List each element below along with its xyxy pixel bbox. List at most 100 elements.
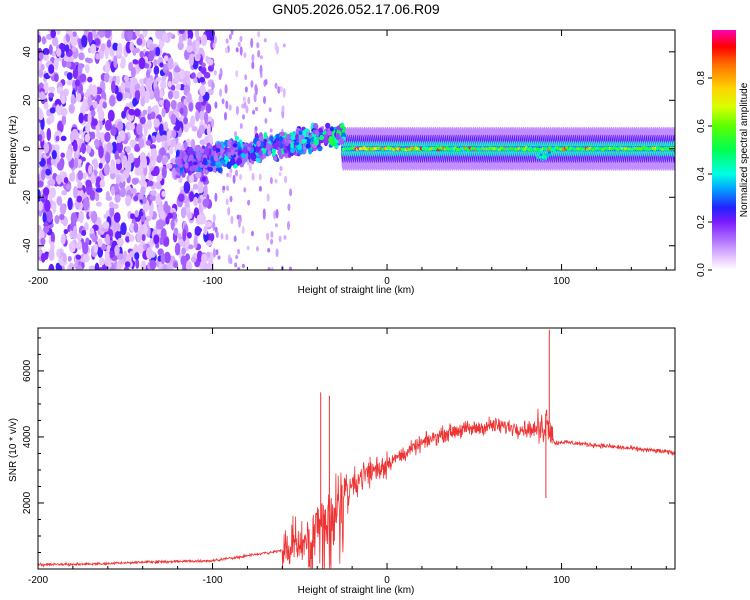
spectrogram-cell <box>175 149 180 158</box>
spectrogram-cell <box>158 88 164 99</box>
spectrogram-cell <box>226 185 230 191</box>
spectrogram-cell <box>242 96 246 102</box>
spectrogram-cell <box>123 92 131 99</box>
spectrogram-cell <box>134 30 141 37</box>
spectrogram-cell <box>87 76 93 83</box>
spectrogram-cell <box>124 261 131 268</box>
spectrogram-cell <box>191 72 196 80</box>
spectrogram-cell <box>142 30 148 38</box>
spectrogram-cell <box>246 245 250 251</box>
spectrogram-cell <box>227 206 231 216</box>
spectrogram-cell <box>263 132 268 140</box>
spectrogram-cell <box>176 158 182 167</box>
spectrogram-cell <box>132 97 138 107</box>
spectrogram-cell <box>59 213 65 221</box>
spectrogram-cell <box>219 88 223 97</box>
spectrogram-cell <box>226 172 230 178</box>
spectrogram-cell <box>270 238 274 245</box>
spectrogram-cell <box>168 145 174 155</box>
spectrogram-cell <box>111 141 118 154</box>
spectrogram-cell <box>82 197 90 211</box>
spectrogram-cell <box>148 43 155 51</box>
spectrogram-ytick-label: -40 <box>22 238 33 253</box>
spectrogram-cell <box>228 171 232 179</box>
spectrogram-cell <box>235 70 239 78</box>
spectrogram-cell <box>250 80 254 88</box>
spectrogram-cell <box>114 194 121 203</box>
spectrogram-cell <box>107 262 112 268</box>
spectrogram-cell <box>38 69 44 78</box>
snr-xtick-label: 100 <box>553 575 570 586</box>
spectrogram-cell <box>182 105 188 118</box>
spectrogram-cell <box>269 177 273 185</box>
spectrogram-cell <box>274 178 278 184</box>
spectrogram-cell <box>38 34 42 43</box>
spectrogram-cell <box>80 142 87 154</box>
spectrogram-cell <box>56 177 62 185</box>
spectrogram-cell <box>225 38 229 44</box>
spectrogram-cell <box>149 259 157 270</box>
spectrogram-cell <box>120 222 127 236</box>
spectrogram-cell <box>102 101 107 109</box>
spectrogram-cell <box>267 248 271 253</box>
spectrogram-cell <box>50 231 55 244</box>
spectrogram-cell <box>193 236 198 249</box>
spectrogram-cell <box>218 161 222 168</box>
snr-xtick-label: -100 <box>203 575 223 586</box>
spectrogram-cell <box>308 147 313 155</box>
spectrogram-cell <box>241 226 245 234</box>
spectrogram-xtick-label: -100 <box>203 276 223 287</box>
spectrogram-cell <box>239 174 243 180</box>
spectrogram-cell <box>204 111 209 125</box>
spectrogram-cell <box>38 60 42 67</box>
spectrogram-cell <box>52 200 57 214</box>
spectrogram-cell <box>42 212 47 224</box>
spectrogram-cell <box>228 104 232 111</box>
spectrogram-cell <box>55 135 60 142</box>
spectrogram-cell <box>175 167 181 173</box>
spectrogram-cell <box>133 59 139 65</box>
spectrogram-cell <box>50 157 56 166</box>
spectrogram-cell <box>95 187 103 193</box>
snr-xtick-label: 0 <box>384 575 390 586</box>
spectrogram-cell <box>139 211 144 217</box>
spectrogram-cell <box>237 41 241 47</box>
spectrogram-cell <box>178 176 183 184</box>
spectrogram-cell <box>88 84 94 92</box>
spectrogram-cell <box>46 127 52 141</box>
spectrogram-cell <box>109 95 116 107</box>
spectrogram-cell <box>180 255 187 267</box>
spectrogram-cell <box>38 134 43 142</box>
spectrogram-cell <box>62 252 67 263</box>
spectrogram-cell <box>81 35 88 48</box>
spectrogram-cell <box>235 169 238 177</box>
spectrogram-cell <box>336 125 341 130</box>
spectrogram-cell <box>244 74 248 81</box>
spectrogram-cell <box>258 185 262 192</box>
spectrogram-cell <box>170 99 177 110</box>
spectrogram-cell <box>134 108 141 117</box>
spectrogram-cell <box>161 166 167 179</box>
spectrogram-cell <box>186 30 194 40</box>
spectrogram-cell <box>271 147 277 154</box>
spectrogram-cell <box>115 158 121 165</box>
spectrogram-cell <box>88 164 93 175</box>
spectrogram-cell <box>108 250 115 259</box>
spectrogram-cell <box>171 129 177 139</box>
spectrogram-cell <box>130 187 137 195</box>
spectrogram-cell <box>189 191 195 202</box>
spectrogram-cell <box>87 31 93 44</box>
spectrogram-cell <box>322 136 329 144</box>
spectrogram-cell <box>205 103 212 114</box>
spectrogram-cell <box>325 122 331 129</box>
spectrogram-cell <box>109 165 117 174</box>
spectrogram-xtick-label: -200 <box>28 276 48 287</box>
spectrogram-cell <box>43 225 50 233</box>
spectrogram-cell <box>159 147 167 156</box>
spectrogram-cell <box>250 38 254 48</box>
spectrogram-cell <box>110 185 116 196</box>
spectrogram-cell <box>142 109 148 115</box>
spectrogram-cell <box>48 86 56 93</box>
spectrogram-cell <box>38 180 44 188</box>
spectrogram-cell <box>243 101 247 109</box>
